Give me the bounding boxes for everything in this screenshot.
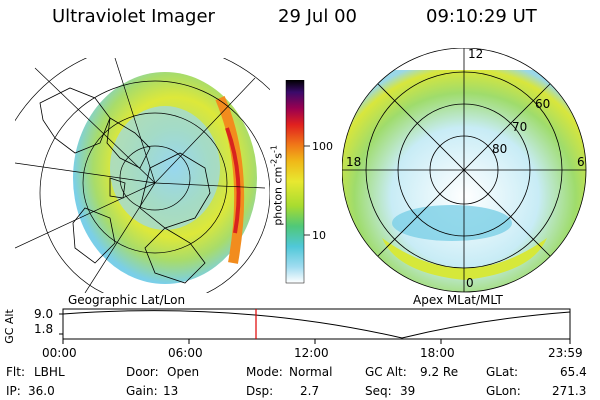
colorbar-label-unit: photon cm [271, 166, 285, 226]
coastline-outlines [39, 87, 211, 284]
night-side-oval [382, 238, 547, 280]
geographic-auroral-image[interactable] [15, 58, 270, 293]
filter-key: Flt: [6, 365, 25, 379]
altitude-timeline[interactable] [0, 305, 600, 360]
gain-key: Gain: [126, 384, 158, 398]
left-panel-caption: Geographic Lat/Lon [68, 293, 186, 307]
glat-key: GLat: [486, 365, 519, 379]
glat-value: 65.4 [560, 365, 587, 379]
seq-key: Seq: [365, 384, 392, 398]
polar-grid [342, 48, 587, 293]
app-title: Ultraviolet Imager [52, 6, 215, 27]
time-readout: 09:10:29 UT [426, 6, 537, 27]
time-tick-2359: 23:59 [548, 346, 583, 360]
mlat-label-70: 70 [512, 120, 528, 134]
glon-key: GLon: [486, 384, 521, 398]
time-tick-0600: 06:00 [168, 346, 203, 360]
time-tick-1800: 18:00 [420, 346, 455, 360]
colorbar-label-exp1: -2 [269, 158, 279, 167]
colorbar-label-exp2: -1 [269, 145, 279, 153]
door-value: Open [167, 365, 200, 379]
mlt-label-18: 18 [346, 155, 362, 169]
auroral-oval-fill [342, 70, 586, 292]
dsp-key: Dsp: [246, 384, 274, 398]
peak-emission [225, 127, 241, 234]
mlat-label-60: 60 [535, 97, 551, 111]
time-tick-0000: 00:00 [42, 346, 77, 360]
mode-key: Mode: [246, 365, 283, 379]
alt-tick-low: 1.8 [34, 322, 54, 336]
gain-value: 13 [163, 384, 179, 398]
colorbar-tick-10: 10 [312, 229, 326, 242]
date-readout: 29 Jul 00 [278, 6, 357, 27]
ip-key: IP: [6, 384, 21, 398]
lat-lon-grid [15, 58, 270, 293]
altitude-curve [62, 310, 571, 339]
colorbar-label-per-second: s [271, 152, 285, 159]
inner-oval-region [392, 205, 512, 241]
mlt-label-0: 0 [466, 276, 474, 290]
mlat-label-80: 80 [492, 142, 508, 156]
gc-alt-value: 9.2 Re [420, 365, 459, 379]
mlt-label-6: 6 [577, 155, 585, 169]
door-key: Door: [126, 365, 159, 379]
right-panel-caption: Apex MLat/MLT [413, 293, 503, 307]
mode-value: Normal [289, 365, 333, 379]
seq-value: 39 [400, 384, 416, 398]
filter-value: LBHL [34, 365, 65, 379]
dsp-value: 2.7 [300, 384, 320, 398]
gc-alt-key: GC Alt: [365, 365, 407, 379]
timeline-axis-label: GC Alt [2, 309, 16, 344]
photon-flux-colorbar [285, 80, 310, 284]
polar-cap-region [110, 106, 220, 230]
time-tick-1200: 12:00 [294, 346, 329, 360]
apex-polar-image[interactable] [342, 48, 588, 294]
glon-value: 271.3 [552, 384, 587, 398]
colorbar-tick-100: 100 [312, 140, 333, 153]
ip-value: 36.0 [28, 384, 55, 398]
mlt-label-12: 12 [468, 47, 484, 61]
colorbar-label: photon cm-2s-1 [270, 120, 285, 250]
alt-tick-high: 9.0 [34, 307, 54, 321]
